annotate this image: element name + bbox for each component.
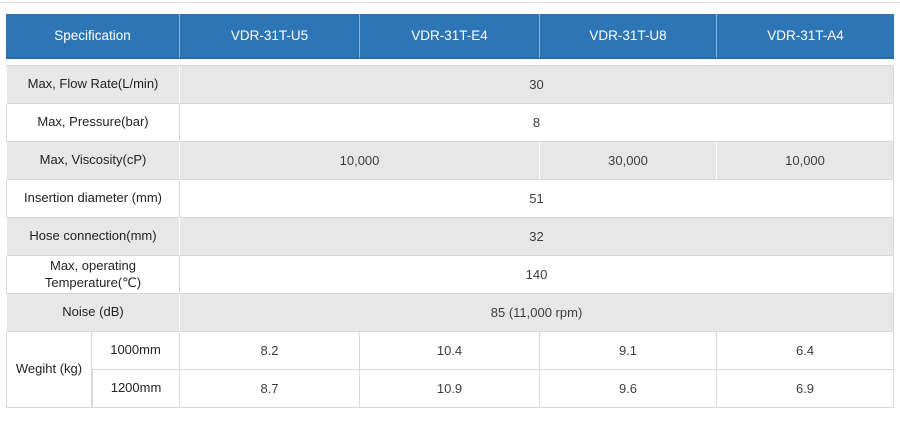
- row-label-viscosity: Max, Viscosity(cP): [6, 142, 181, 180]
- table-row-viscosity: Max, Viscosity(cP) 10,000 30,000 10,000: [6, 142, 895, 180]
- pressure-value: 8: [180, 104, 895, 142]
- header-body-gap: [6, 59, 895, 66]
- header-model-vdr-31t-a4: VDR-31T-A4: [717, 14, 895, 59]
- weight-1000mm-u5: 8.2: [180, 332, 361, 370]
- table-row-weight-1000mm: Wegiht (kg) 1000mm 8.2 10.4 9.1 6.4: [6, 332, 895, 408]
- table-header-row: Specification VDR-31T-U5 VDR-31T-E4 VDR-…: [6, 14, 895, 59]
- specification-table-container: Specification VDR-31T-U5 VDR-31T-E4 VDR-…: [6, 14, 895, 408]
- header-model-vdr-31t-u8: VDR-31T-U8: [540, 14, 718, 59]
- weight-1200mm-a4: 6.9: [717, 370, 895, 408]
- viscosity-value-a4: 10,000: [717, 142, 895, 180]
- weight-1200mm-u5: 8.7: [180, 370, 361, 408]
- table-row-hose-connection: Hose connection(mm) 32: [6, 218, 895, 256]
- table-row-insertion-diameter: Insertion diameter (mm) 51: [6, 180, 895, 218]
- table-row-pressure: Max, Pressure(bar) 8: [6, 104, 895, 142]
- top-divider: [0, 2, 900, 3]
- weight-1000mm-u8: 9.1: [540, 332, 718, 370]
- insertion-diameter-value: 51: [180, 180, 895, 218]
- flow-rate-value: 30: [180, 66, 895, 104]
- hose-connection-value: 32: [180, 218, 895, 256]
- row-label-max-operating-temperature: Max, operating Temperature(℃): [6, 256, 181, 294]
- viscosity-value-u5-e4: 10,000: [180, 142, 541, 180]
- noise-value: 85 (11,000 rpm): [180, 294, 895, 332]
- row-label-pressure: Max, Pressure(bar): [6, 104, 181, 142]
- weight-variant-1000mm: 1000mm: [92, 332, 181, 370]
- header-model-vdr-31t-u5: VDR-31T-U5: [180, 14, 361, 59]
- row-label-insertion-diameter: Insertion diameter (mm): [6, 180, 181, 218]
- table-row-max-operating-temperature: Max, operating Temperature(℃) 140: [6, 256, 895, 294]
- row-label-flow-rate: Max, Flow Rate(L/min): [6, 66, 181, 104]
- header-specification: Specification: [6, 14, 181, 59]
- row-label-noise: Noise (dB): [6, 294, 181, 332]
- weight-1000mm-a4: 6.4: [717, 332, 895, 370]
- header-model-vdr-31t-e4: VDR-31T-E4: [360, 14, 541, 59]
- specification-table: Specification VDR-31T-U5 VDR-31T-E4 VDR-…: [6, 14, 895, 408]
- weight-1000mm-e4: 10.4: [360, 332, 541, 370]
- max-operating-temperature-value: 140: [180, 256, 895, 294]
- table-row-weight-1200mm: 1200mm 8.7 10.9 9.6 6.9: [6, 370, 895, 408]
- table-row-flow-rate: Max, Flow Rate(L/min) 30: [6, 66, 895, 104]
- row-label-hose-connection: Hose connection(mm): [6, 218, 181, 256]
- weight-variant-1200mm: 1200mm: [92, 370, 181, 408]
- weight-1200mm-u8: 9.6: [540, 370, 718, 408]
- table-row-noise: Noise (dB) 85 (11,000 rpm): [6, 294, 895, 332]
- viscosity-value-u8: 30,000: [540, 142, 718, 180]
- weight-1200mm-e4: 10.9: [360, 370, 541, 408]
- row-label-weight: Wegiht (kg): [6, 332, 92, 408]
